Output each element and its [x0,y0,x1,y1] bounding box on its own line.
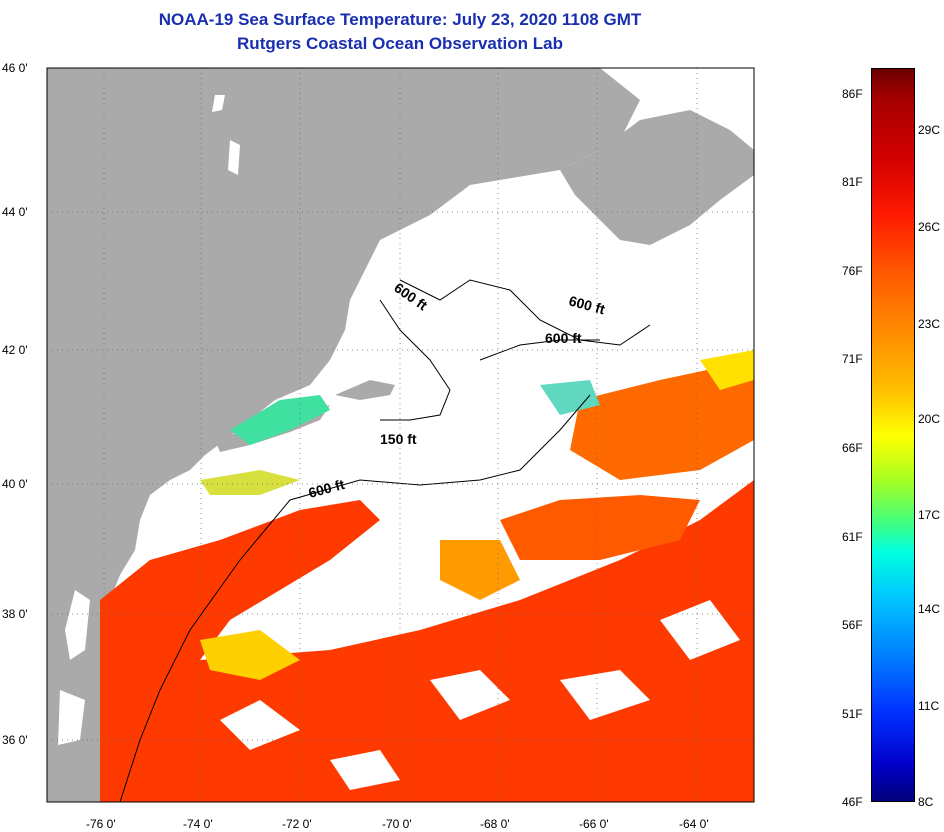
colorbar-label-8c: 8C [918,795,934,809]
colorbar-label-61f: 61F [842,530,863,544]
sst-cool-patch-2 [540,380,600,415]
colorbar-label-51f: 51F [842,707,863,721]
sst-orange-patch [440,540,520,600]
lon-label-66: -66 0' [579,817,609,831]
colorbar-label-56f: 56F [842,618,863,632]
lon-label-76: -76 0' [86,817,116,831]
land-us-mainland [47,68,640,802]
isobath-label-150: 150 ft [380,431,417,447]
sst-yellow-patch [200,630,300,680]
colorbar-label-71f: 71F [842,352,863,366]
colorbar-label-23c: 23C [918,317,941,331]
lon-label-64: -64 0' [679,817,709,831]
isobath-line-150 [379,299,451,421]
lat-label-36: 36 0' [2,733,28,747]
colorbar-label-81f: 81F [842,175,863,189]
colorbar-label-17c: 17C [918,508,941,522]
isobath-label-600-gb: 600 ft [545,330,582,346]
sst-yellow-shelf [200,470,300,495]
sst-cool-shelf [230,395,330,445]
colorbar-label-26c: 26C [918,220,941,234]
colorbar-label-86f: 86F [842,87,863,101]
land-nova-scotia [560,110,754,245]
lon-label-74: -74 0' [183,817,213,831]
lon-label-72: -72 0' [282,817,312,831]
temperature-colorbar [871,68,915,802]
lat-label-46: 46 0' [2,61,28,75]
sst-warm-ring-2 [570,360,754,480]
sst-yellow-patch-2 [700,350,754,390]
colorbar-label-11c: 11C [918,699,940,713]
sst-warm-ring-1 [500,495,700,560]
colorbar-label-76f: 76F [842,264,863,278]
isobath-line-600-gb [479,339,600,361]
colorbar-label-29c: 29C [918,123,941,137]
isobath-line-600-south [119,394,591,802]
colorbar-label-46f: 46F [842,795,863,809]
isobath-line-600-gom [399,279,651,346]
colorbar-label-14c: 14C [918,602,941,616]
colorbar-label-20c: 20C [918,412,941,426]
map-subtitle: Rutgers Coastal Ocean Observation Lab [237,34,563,53]
lon-label-68: -68 0' [480,817,510,831]
lat-label-42: 42 0' [2,343,28,357]
land-cape-cod [335,380,395,400]
lon-label-70: -70 0' [382,817,412,831]
lat-label-40: 40 0' [2,477,28,491]
colorbar-label-66f: 66F [842,441,863,455]
lat-label-44: 44 0' [2,205,28,219]
lat-label-38: 38 0' [2,607,28,621]
map-frame [46,67,755,803]
map-title: NOAA-19 Sea Surface Temperature: July 23… [158,10,642,29]
